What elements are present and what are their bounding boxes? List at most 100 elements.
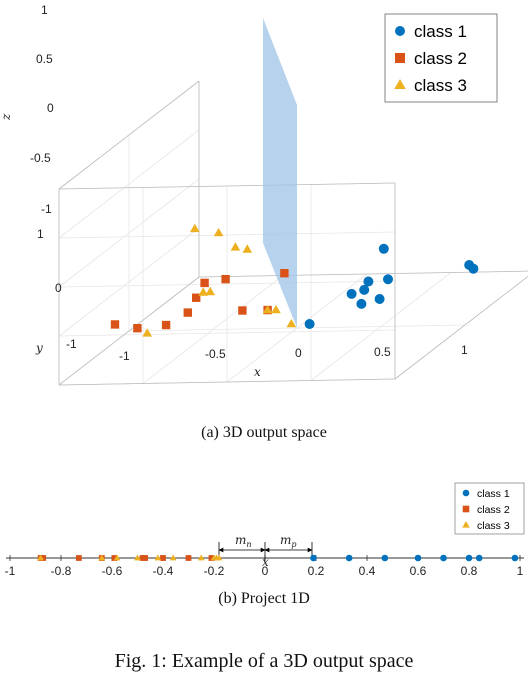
legend-1d-label-3: class 3 (477, 520, 510, 532)
scatter-points-1d (37, 554, 519, 562)
x1d-tick-5: 0 (262, 564, 269, 578)
legend-3d-marker-3 (394, 79, 406, 89)
legend-1d-marker-3 (462, 521, 470, 528)
point-s3-7 (142, 328, 153, 337)
point-s1-4 (374, 294, 385, 304)
point1d-s2-9 (185, 555, 192, 561)
point-s3-2 (213, 227, 224, 237)
x1d-tick-0: -1 (5, 564, 16, 578)
point-s2-2 (133, 324, 142, 333)
point1d-s1-3 (381, 554, 389, 562)
point-s2-4 (192, 293, 201, 302)
legend-1d-marker-2 (462, 505, 470, 513)
legend-1d: class 1 class 2 class 3 (454, 482, 525, 535)
point1d-s2-10 (208, 555, 215, 561)
scatter-points-3d (110, 223, 479, 337)
point-s3-9 (271, 304, 281, 314)
point-s3-5 (198, 287, 209, 296)
x-tick-1: 1 (461, 343, 468, 357)
point-s2-5 (183, 308, 192, 317)
point1d-s1-7 (475, 554, 483, 562)
point-s3-6 (205, 286, 216, 296)
point1d-s3-6 (169, 554, 177, 561)
legend-3d-label-1: class 1 (414, 22, 467, 41)
point-s3-4 (242, 244, 253, 253)
x-axis-label: x (254, 365, 261, 379)
point-s1-7 (363, 276, 374, 287)
z-tick-0.5: 0.5 (36, 52, 53, 66)
x1d-tick-6: 0.2 (308, 564, 325, 578)
point1d-s2-2 (40, 555, 47, 561)
x-tick-neg0.5: -0.5 (205, 347, 226, 361)
caption-fig: Fig. 1: Example of a 3D output space (114, 650, 414, 672)
caption-a: (a) 3D output space (201, 424, 327, 441)
x1d-tick-3: -0.4 (153, 564, 174, 578)
y-tick-1: 1 (37, 227, 44, 241)
x1d-tick-8: 0.6 (410, 564, 427, 578)
point1d-s1-8 (511, 554, 519, 562)
caption-b: (b) Project 1D (218, 590, 310, 607)
point1d-s3-5 (154, 554, 162, 561)
z-tick-labels: 1 0.5 0 -0.5 -1 (30, 3, 54, 216)
chart-3d: 1 0.5 0 -0.5 -1 z 1 0 -1 y -1 -0.5 0 0.5… (0, 3, 528, 386)
point1d-s2-5 (111, 555, 118, 561)
margin-annotations: mn mp (218, 533, 313, 560)
y-axis-label: y (35, 341, 43, 355)
point-s2-3 (161, 320, 171, 330)
mn-label: mn (235, 533, 252, 549)
point-s1-5 (378, 243, 389, 254)
legend-3d-marker-2 (395, 53, 405, 63)
point1d-s2-8 (160, 555, 166, 561)
legend-3d-label-3: class 3 (414, 76, 467, 95)
legend-3d-marker-1 (395, 26, 405, 36)
point1d-s3-2 (98, 554, 106, 561)
z-axis-label: z (0, 113, 13, 121)
point1d-s3-7 (197, 554, 205, 561)
point1d-s2-3 (75, 555, 82, 561)
point-s1-10 (359, 284, 370, 295)
legend-3d: class 1 class 2 class 3 (384, 13, 498, 103)
point-s2-1 (110, 320, 120, 329)
axis-1d: -1 -0.8 -0.6 -0.4 -0.2 0 0.2 0.4 0.6 0.8 1 (5, 555, 524, 578)
point-s2-6 (238, 306, 247, 315)
point1d-s3-10 (215, 554, 223, 561)
mp-label: mp (280, 533, 297, 549)
point1d-s3-3 (113, 554, 121, 561)
legend-1d-marker-1 (462, 489, 470, 497)
point-s1-3 (356, 298, 367, 309)
x-axis-label-1d: x (262, 555, 269, 569)
point-s3-1 (189, 223, 200, 233)
legend-1d-label-1: class 1 (477, 488, 510, 500)
point-s1-2 (346, 288, 357, 299)
z-tick-0: 0 (47, 101, 54, 115)
point1d-s1-6 (465, 554, 473, 562)
x1d-tick-4: -0.2 (204, 564, 225, 578)
y-tick-neg1: -1 (66, 337, 77, 351)
point-s1-1 (304, 319, 315, 329)
chart-1d: -1 -0.8 -0.6 -0.4 -0.2 0 0.2 0.4 0.6 0.8 1 mn mp x… (5, 482, 525, 578)
x1d-tick-7: 0.4 (359, 564, 376, 578)
y-tick-0: 0 (55, 281, 62, 295)
point1d-s2-7 (142, 555, 149, 561)
x1d-tick-10: 1 (517, 564, 524, 578)
point-s2-10 (200, 278, 209, 288)
x1d-tick-1: -0.8 (51, 564, 72, 578)
legend-3d-label-2: class 2 (414, 49, 467, 68)
point-s3-8 (262, 305, 273, 314)
point1d-s3-4 (134, 554, 141, 561)
x1d-tick-2: -0.6 (102, 564, 123, 578)
legend-1d-label-2: class 2 (477, 504, 510, 516)
point1d-s1-2 (345, 554, 353, 562)
z-tick-1: 1 (41, 3, 48, 17)
point1d-s3-1 (37, 554, 44, 561)
x-tick-0: 0 (295, 346, 302, 360)
point-s3-3 (230, 242, 241, 251)
point-s2-9 (280, 269, 289, 278)
point1d-s1-4 (414, 554, 422, 562)
x-tick-labels: -1 -0.5 0 0.5 1 (119, 343, 468, 363)
point1d-s1-1 (310, 554, 317, 562)
point-s1-6 (383, 274, 393, 285)
y-tick-labels: 1 0 -1 (37, 227, 77, 351)
x1d-tick-9: 0.8 (461, 564, 478, 578)
point-s3-10 (286, 318, 297, 328)
